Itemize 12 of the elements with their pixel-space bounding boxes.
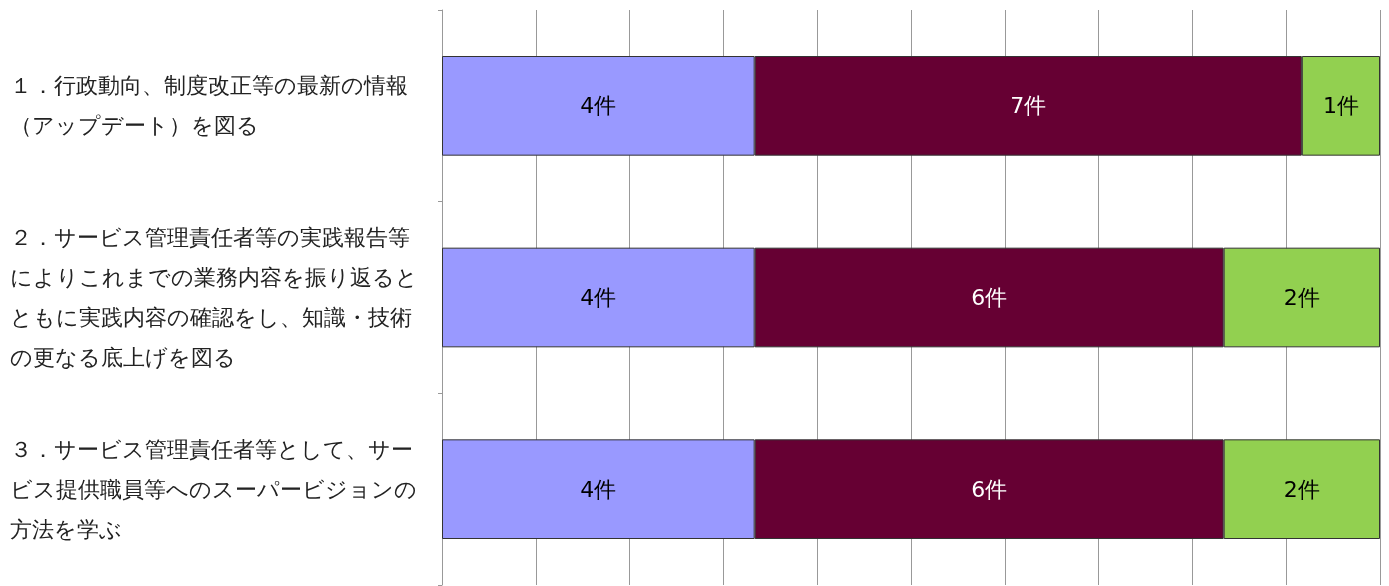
data-label: 2件 bbox=[1283, 285, 1320, 310]
data-label: 4件 bbox=[580, 476, 617, 502]
data-label: 6件 bbox=[971, 476, 1008, 502]
data-label: 4件 bbox=[580, 93, 617, 119]
data-label: 4件 bbox=[580, 285, 617, 310]
data-label: 2件 bbox=[1283, 476, 1320, 502]
y-tick-label: ３．サービス管理責任者等として、サービス提供職員等へのスーパービジョンの方法を学ぶ bbox=[10, 436, 417, 542]
y-tick-label: １．行政動向、制度改正等の最新の情報（アップデート）を図る bbox=[10, 73, 408, 139]
data-label: 6件 bbox=[971, 285, 1008, 310]
y-tick-label: ２．サービス管理責任者等の実践報告等によりこれまでの業務内容を振り返るとともに実践内容の確認をし、知識・技術の更なる底上げを図る bbox=[10, 225, 418, 370]
data-label: 7件 bbox=[1010, 93, 1047, 119]
data-label: 1件 bbox=[1322, 93, 1359, 119]
